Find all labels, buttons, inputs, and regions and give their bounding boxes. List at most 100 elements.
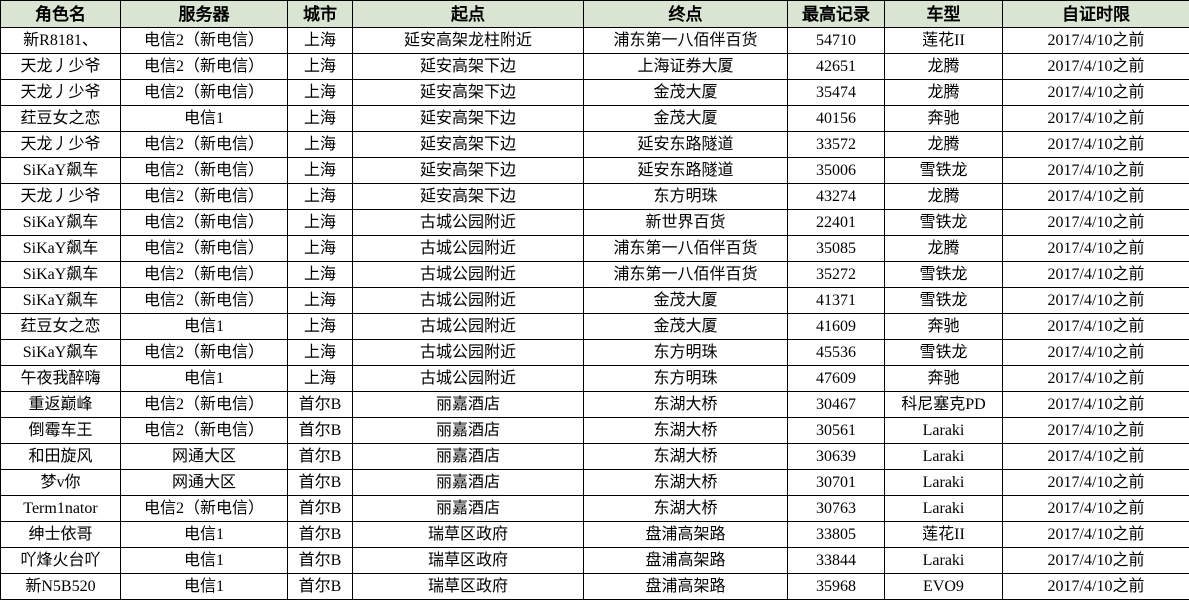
cell-end: 东方明珠 <box>584 366 788 392</box>
cell-city: 上海 <box>288 288 353 314</box>
cell-server: 电信1 <box>121 106 288 132</box>
cell-deadline: 2017/4/10之前 <box>1003 184 1189 210</box>
column-header-start: 起点 <box>353 1 584 28</box>
cell-start: 古城公园附近 <box>353 262 584 288</box>
cell-city: 上海 <box>288 106 353 132</box>
cell-start: 丽嘉酒店 <box>353 418 584 444</box>
cell-end: 金茂大厦 <box>584 80 788 106</box>
column-header-record: 最高记录 <box>788 1 885 28</box>
cell-end: 东湖大桥 <box>584 496 788 522</box>
cell-car: 雪铁龙 <box>885 340 1003 366</box>
cell-record: 47609 <box>788 366 885 392</box>
cell-city: 上海 <box>288 184 353 210</box>
cell-start: 延安高架下边 <box>353 158 584 184</box>
cell-deadline: 2017/4/10之前 <box>1003 548 1189 574</box>
cell-role: 梦v你 <box>1 470 121 496</box>
cell-end: 金茂大厦 <box>584 314 788 340</box>
cell-start: 古城公园附近 <box>353 236 584 262</box>
cell-deadline: 2017/4/10之前 <box>1003 210 1189 236</box>
cell-car: 奔驰 <box>885 366 1003 392</box>
cell-record: 22401 <box>788 210 885 236</box>
cell-start: 瑞草区政府 <box>353 574 584 600</box>
cell-record: 35968 <box>788 574 885 600</box>
cell-car: 雪铁龙 <box>885 288 1003 314</box>
cell-server: 电信2（新电信） <box>121 418 288 444</box>
cell-deadline: 2017/4/10之前 <box>1003 132 1189 158</box>
cell-start: 瑞草区政府 <box>353 522 584 548</box>
cell-deadline: 2017/4/10之前 <box>1003 28 1189 54</box>
cell-end: 东湖大桥 <box>584 392 788 418</box>
cell-role: SiKaY飙车 <box>1 340 121 366</box>
cell-role: 绅士依哥 <box>1 522 121 548</box>
cell-record: 30639 <box>788 444 885 470</box>
cell-city: 上海 <box>288 28 353 54</box>
cell-record: 35272 <box>788 262 885 288</box>
cell-city: 上海 <box>288 340 353 366</box>
cell-end: 东湖大桥 <box>584 470 788 496</box>
cell-role: 天龙丿少爷 <box>1 132 121 158</box>
cell-car: Laraki <box>885 444 1003 470</box>
cell-end: 金茂大厦 <box>584 106 788 132</box>
cell-city: 首尔B <box>288 574 353 600</box>
cell-car: 奔驰 <box>885 314 1003 340</box>
cell-role: 荭豆女之恋 <box>1 314 121 340</box>
cell-end: 金茂大厦 <box>584 288 788 314</box>
cell-server: 电信2（新电信） <box>121 392 288 418</box>
cell-deadline: 2017/4/10之前 <box>1003 236 1189 262</box>
cell-start: 古城公园附近 <box>353 288 584 314</box>
cell-deadline: 2017/4/10之前 <box>1003 366 1189 392</box>
cell-role: 新R8181、 <box>1 28 121 54</box>
cell-end: 上海证券大厦 <box>584 54 788 80</box>
cell-city: 首尔B <box>288 418 353 444</box>
cell-role: Term1nator <box>1 496 121 522</box>
cell-role: SiKaY飙车 <box>1 210 121 236</box>
cell-start: 延安高架龙柱附近 <box>353 28 584 54</box>
cell-car: Laraki <box>885 418 1003 444</box>
cell-deadline: 2017/4/10之前 <box>1003 418 1189 444</box>
cell-role: SiKaY飙车 <box>1 288 121 314</box>
cell-city: 首尔B <box>288 496 353 522</box>
cell-record: 41609 <box>788 314 885 340</box>
cell-end: 浦东第一八佰伴百货 <box>584 262 788 288</box>
cell-record: 45536 <box>788 340 885 366</box>
cell-record: 35006 <box>788 158 885 184</box>
cell-server: 电信2（新电信） <box>121 288 288 314</box>
cell-role: SiKaY飙车 <box>1 262 121 288</box>
cell-start: 瑞草区政府 <box>353 548 584 574</box>
cell-start: 延安高架下边 <box>353 80 584 106</box>
cell-start: 延安高架下边 <box>353 106 584 132</box>
cell-record: 40156 <box>788 106 885 132</box>
header-row: 角色名服务器城市起点终点最高记录车型自证时限 <box>1 1 1189 28</box>
cell-server: 电信2（新电信） <box>121 80 288 106</box>
cell-city: 上海 <box>288 80 353 106</box>
cell-server: 电信1 <box>121 548 288 574</box>
cell-car: 莲花II <box>885 28 1003 54</box>
cell-record: 54710 <box>788 28 885 54</box>
cell-role: SiKaY飙车 <box>1 236 121 262</box>
cell-server: 电信2（新电信） <box>121 28 288 54</box>
cell-end: 盘浦高架路 <box>584 548 788 574</box>
cell-role: 重返巅峰 <box>1 392 121 418</box>
cell-car: EVO9 <box>885 574 1003 600</box>
cell-server: 网通大区 <box>121 470 288 496</box>
cell-car: 雪铁龙 <box>885 210 1003 236</box>
column-header-role: 角色名 <box>1 1 121 28</box>
cell-server: 电信2（新电信） <box>121 236 288 262</box>
cell-server: 电信1 <box>121 574 288 600</box>
cell-deadline: 2017/4/10之前 <box>1003 288 1189 314</box>
cell-city: 上海 <box>288 314 353 340</box>
cell-start: 丽嘉酒店 <box>353 470 584 496</box>
cell-server: 电信1 <box>121 366 288 392</box>
cell-record: 43274 <box>788 184 885 210</box>
cell-city: 上海 <box>288 54 353 80</box>
cell-start: 丽嘉酒店 <box>353 496 584 522</box>
cell-deadline: 2017/4/10之前 <box>1003 314 1189 340</box>
